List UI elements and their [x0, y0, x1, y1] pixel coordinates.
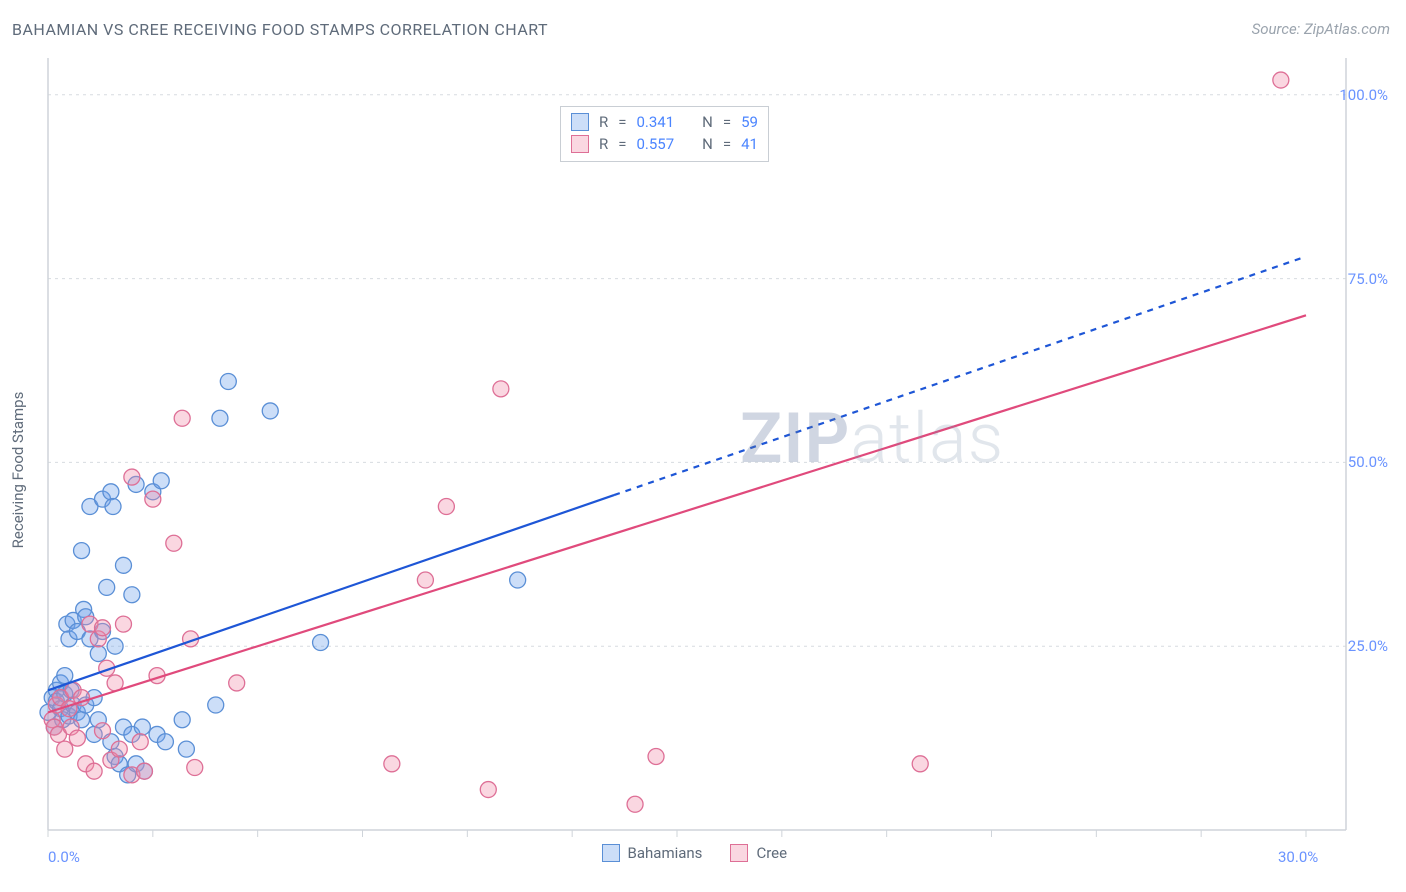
data-point — [74, 543, 90, 559]
y-tick-label: 50.0% — [1348, 453, 1388, 471]
data-point — [134, 719, 150, 735]
data-point — [174, 712, 190, 728]
data-point — [95, 723, 111, 739]
data-point — [208, 697, 224, 713]
stats-row: R = 0.557 N = 41 — [571, 133, 758, 155]
data-point — [115, 616, 131, 632]
data-point — [57, 668, 73, 684]
stats-R-value: 0.341 — [636, 111, 674, 133]
stats-eq: = — [618, 111, 626, 133]
data-point — [166, 535, 182, 551]
data-point — [313, 635, 329, 651]
trend-line — [48, 315, 1306, 712]
y-tick-label: 75.0% — [1348, 270, 1388, 288]
watermark-atlas: atlas — [850, 398, 1004, 480]
stats-eq: = — [618, 133, 626, 155]
data-point — [384, 756, 400, 772]
stats-R-value: 0.557 — [636, 133, 674, 155]
legend-label: Bahamians — [628, 844, 703, 862]
legend-swatch — [602, 844, 620, 862]
watermark: ZIPatlas — [740, 398, 1004, 480]
data-point — [187, 760, 203, 776]
data-point — [99, 579, 115, 595]
correlation-stats-box: R = 0.341 N = 59 R = 0.557 N = 41 — [560, 106, 769, 162]
data-point — [220, 374, 236, 390]
stats-eq: = — [723, 133, 731, 155]
chart-title: BAHAMIAN VS CREE RECEIVING FOOD STAMPS C… — [12, 20, 548, 39]
data-point — [627, 796, 643, 812]
y-tick-label: 25.0% — [1348, 637, 1388, 655]
data-point — [132, 734, 148, 750]
x-tick-label: 30.0% — [1278, 848, 1318, 866]
data-point — [90, 646, 106, 662]
data-point — [95, 620, 111, 636]
data-point — [107, 638, 123, 654]
data-point — [417, 572, 433, 588]
data-point — [57, 741, 73, 757]
stats-N-letter: N — [702, 133, 713, 155]
legend-label: Cree — [756, 844, 787, 862]
y-tick-label: 100.0% — [1339, 86, 1388, 104]
data-point — [136, 763, 152, 779]
legend-swatch — [730, 844, 748, 862]
data-point — [157, 734, 173, 750]
stats-N-value: 59 — [741, 111, 758, 133]
data-point — [124, 587, 140, 603]
data-point — [86, 763, 102, 779]
legend-swatch — [571, 113, 589, 131]
data-point — [111, 741, 127, 757]
data-point — [178, 741, 194, 757]
data-point — [438, 498, 454, 514]
scatter-chart — [0, 48, 1406, 892]
data-point — [648, 748, 664, 764]
stats-eq: = — [723, 111, 731, 133]
x-tick-label: 0.0% — [48, 848, 80, 866]
data-point — [105, 498, 121, 514]
legend-swatch — [571, 135, 589, 153]
chart-container: Receiving Food Stamps ZIPatlas R = 0.341 N =… — [0, 48, 1406, 892]
watermark-zip: ZIP — [740, 398, 850, 480]
data-point — [510, 572, 526, 588]
data-point — [145, 491, 161, 507]
data-point — [153, 473, 169, 489]
data-point — [124, 469, 140, 485]
legend-item: Bahamians — [602, 844, 703, 862]
bottom-legend: Bahamians Cree — [602, 844, 788, 862]
data-point — [229, 675, 245, 691]
data-point — [69, 730, 85, 746]
stats-row: R = 0.341 N = 59 — [571, 111, 758, 133]
data-point — [103, 484, 119, 500]
stats-R-letter: R — [599, 133, 608, 155]
stats-R-letter: R — [599, 111, 608, 133]
legend-item: Cree — [730, 844, 787, 862]
stats-N-letter: N — [702, 111, 713, 133]
data-point — [174, 410, 190, 426]
data-point — [912, 756, 928, 772]
data-point — [262, 403, 278, 419]
y-axis-label: Receiving Food Stamps — [9, 392, 27, 549]
data-point — [115, 557, 131, 573]
stats-N-value: 41 — [741, 133, 758, 155]
source-attribution: Source: ZipAtlas.com — [1252, 20, 1390, 38]
data-point — [480, 782, 496, 798]
data-point — [212, 410, 228, 426]
data-point — [493, 381, 509, 397]
data-point — [1273, 72, 1289, 88]
